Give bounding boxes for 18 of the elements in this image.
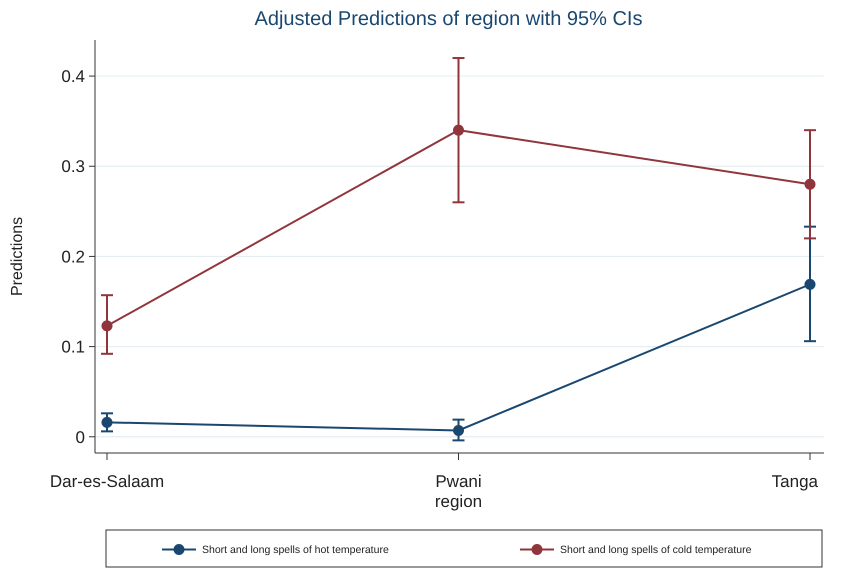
x-tick-label: Dar-es-Salaam xyxy=(50,472,164,491)
y-tick-label: 0.1 xyxy=(61,338,85,357)
y-tick-label: 0 xyxy=(76,428,85,447)
y-axis-title: Predictions xyxy=(9,216,26,296)
y-tick-label: 0.2 xyxy=(61,247,85,266)
legend-label: Short and long spells of hot temperature xyxy=(202,544,389,556)
point xyxy=(102,416,112,428)
x-tick-label: Pwani region xyxy=(434,472,482,511)
point xyxy=(453,124,464,136)
x-tick-label: Tanga xyxy=(772,472,819,491)
point xyxy=(453,424,464,436)
chart-title: Adjusted Predictions of region with 95% CIs xyxy=(254,8,642,30)
legend-label: Short and long spells of cold temperature xyxy=(560,544,752,556)
y-tick-label: 0.4 xyxy=(61,67,85,86)
point xyxy=(804,178,816,190)
point xyxy=(804,278,816,290)
point xyxy=(102,320,112,332)
y-tick-label: 0.3 xyxy=(61,157,85,176)
